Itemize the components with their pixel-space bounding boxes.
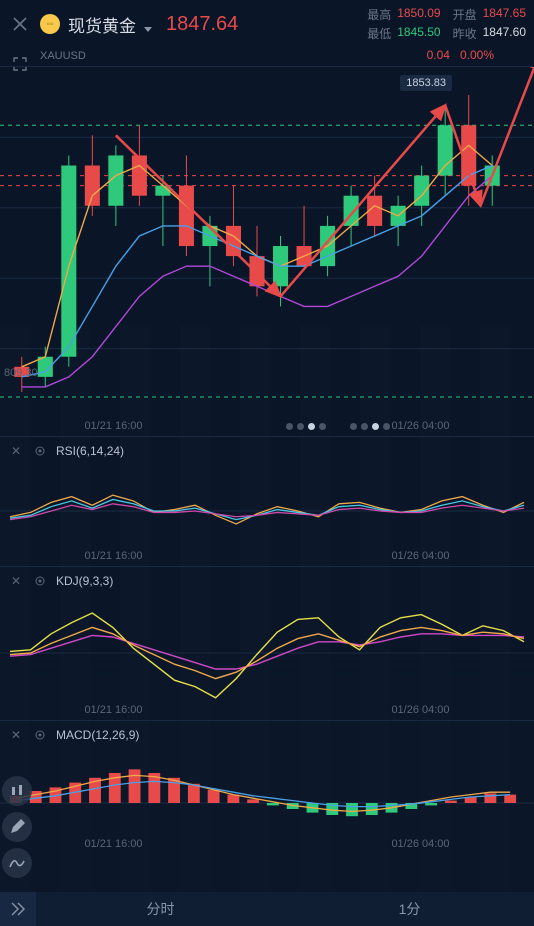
- indicator-label: MACD(12,26,9): [56, 728, 139, 742]
- candlestick-svg: [0, 67, 534, 419]
- close-icon[interactable]: ✕: [8, 573, 24, 589]
- last-price: 1847.64: [166, 13, 238, 36]
- indicator-label: KDJ(9,3,3): [56, 574, 113, 588]
- y-axis-label: 809.30: [4, 367, 38, 379]
- macd-svg: [0, 749, 534, 845]
- kdj-panel[interactable]: ✕ KDJ(9,3,3) 01/21 16:00 01/26 04:00: [0, 566, 534, 720]
- top-bar: ◦◦ 现货黄金 1847.64 最高1850.09 开盘1847.65 最低18…: [0, 0, 534, 48]
- gear-icon[interactable]: [32, 443, 48, 459]
- chevron-down-icon: [144, 27, 152, 32]
- ticker: XAUUSD: [40, 50, 86, 62]
- time-axis: 01/21 16:00 01/26 04:00: [0, 550, 534, 562]
- close-icon[interactable]: ✕: [8, 443, 24, 459]
- tab-tick[interactable]: 分时: [36, 892, 285, 926]
- candle-style-icon[interactable]: [2, 776, 32, 806]
- time-axis: 01/21 16:00 01/26 04:00: [0, 420, 534, 432]
- time-axis: 01/21 16:00 01/26 04:00: [0, 704, 534, 716]
- main-chart[interactable]: 1853.83 809.30 01/21 16:00 01/26 04:00: [0, 66, 534, 436]
- rsi-svg: [0, 465, 534, 557]
- indicator-label: RSI(6,14,24): [56, 444, 124, 458]
- asset-icon: ◦◦: [40, 14, 60, 34]
- change-pct: 0.00%: [460, 48, 494, 62]
- gear-icon[interactable]: [32, 727, 48, 743]
- timeframe-tabs: 分时 1分: [0, 892, 534, 926]
- pencil-icon[interactable]: [2, 812, 32, 842]
- tab-1min[interactable]: 1分: [285, 892, 534, 926]
- close-icon[interactable]: [8, 12, 32, 36]
- kdj-svg: [0, 595, 534, 711]
- macd-panel[interactable]: ✕ MACD(12,26,9) 01/21 16:00 01/26 04:00: [0, 720, 534, 854]
- quote-grid: 最高1850.09 开盘1847.65 最低1845.50 昨收1847.60: [367, 6, 526, 42]
- price-callout: 1853.83: [400, 75, 452, 91]
- rsi-panel[interactable]: ✕ RSI(6,14,24) 01/21 16:00 01/26 04:00: [0, 436, 534, 566]
- indicators-icon[interactable]: [2, 848, 32, 878]
- change-abs: 0.04: [427, 48, 450, 62]
- close-icon[interactable]: ✕: [8, 727, 24, 743]
- tab-more[interactable]: [0, 892, 36, 926]
- sub-line: XAUUSD 0.04 0.00%: [0, 48, 534, 66]
- floating-tools: [2, 776, 32, 878]
- symbol-selector[interactable]: 现货黄金: [68, 12, 152, 37]
- time-axis: 01/21 16:00 01/26 04:00: [0, 838, 534, 850]
- symbol-name: 现货黄金: [68, 12, 136, 37]
- gear-icon[interactable]: [32, 573, 48, 589]
